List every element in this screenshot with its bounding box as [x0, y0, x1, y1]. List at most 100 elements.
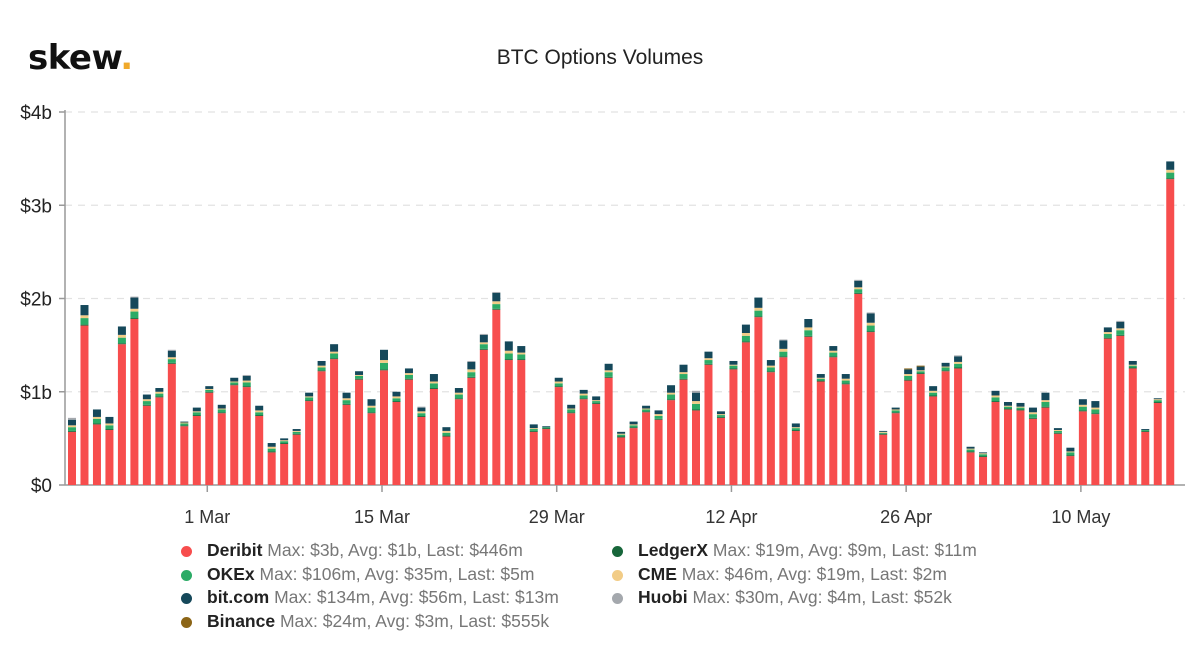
bar-segment-cme [1041, 400, 1050, 403]
bar-segment-deribit [929, 396, 938, 485]
bar-segment-bitcom [879, 430, 888, 432]
legend-marker-icon [612, 546, 623, 557]
legend-series-stats: Max: $30m, Avg: $4m, Last: $52k [687, 587, 952, 607]
bar-segment-bitcom [267, 443, 276, 447]
bar-segment-cme [492, 301, 501, 305]
bar-segment-bitcom [804, 319, 813, 328]
bar-segment-bitcom [629, 421, 638, 425]
legend-item-cme[interactable]: CME Max: $46m, Avg: $19m, Last: $2m [612, 563, 977, 587]
bar-segment-okex [492, 304, 501, 309]
bar-segment-cme [1078, 404, 1087, 407]
bar-segment-deribit [429, 388, 438, 485]
bar-segment-okex [1028, 414, 1037, 418]
legend-column-2: LedgerX Max: $19m, Avg: $9m, Last: $11m C… [612, 539, 977, 610]
bar-segment-okex [205, 389, 214, 392]
bar-segment-cme [230, 381, 239, 383]
bar-segment-bitcom [1004, 402, 1012, 406]
legend-item-deribit[interactable]: Deribit Max: $3b, Avg: $1b, Last: $446m [181, 539, 559, 563]
bar-segment-deribit [504, 360, 513, 485]
bar-segment-bitcom [429, 374, 438, 382]
bar-segment-okex [317, 367, 326, 371]
legend-item-binance[interactable]: Binance Max: $24m, Avg: $3m, Last: $555k [181, 610, 559, 634]
bar-segment-ledgerx [716, 416, 725, 418]
bar-segment-deribit [1028, 418, 1037, 485]
bar-segment-bitcom [517, 346, 526, 353]
bar-segment-bitcom [979, 452, 988, 454]
bar-segment-cme [816, 377, 825, 379]
bar-segment-okex [979, 454, 988, 457]
bar-segment-okex [1078, 406, 1087, 411]
bar-segment-huobi [492, 291, 501, 293]
bar-segment-bitcom [529, 424, 538, 429]
chart-title: BTC Options Volumes [496, 46, 704, 69]
bar-segment-bitcom [180, 421, 189, 423]
bar-segment-okex [954, 363, 963, 368]
bar-segment-deribit [692, 410, 700, 485]
bar-segment-deribit [941, 371, 950, 485]
legend-marker-icon [612, 593, 623, 604]
legend-series-stats: Max: $3b, Avg: $1b, Last: $446m [262, 540, 523, 560]
legend-series-name: OKEx [207, 563, 255, 584]
bar-segment-cme [504, 350, 513, 354]
bar-segment-cme [392, 396, 401, 399]
legend-item-okex[interactable]: OKEx Max: $106m, Avg: $35m, Last: $5m [181, 563, 559, 587]
bar-segment-deribit [916, 374, 925, 485]
bar-segment-deribit [679, 379, 688, 485]
bar-segment-bitcom [192, 407, 201, 412]
bar-segment-bitcom [567, 404, 576, 409]
legend-item-huobi[interactable]: Huobi Max: $30m, Avg: $4m, Last: $52k [612, 586, 977, 610]
bar-segment-cme [1004, 405, 1012, 407]
bar-segment-cme [267, 446, 276, 449]
bar-segment-deribit [841, 384, 850, 485]
bar-segment-ledgerx [979, 456, 988, 458]
bar-segment-deribit [305, 401, 314, 485]
bar-segment-cme [479, 342, 488, 345]
bar-segment-cme [1128, 364, 1137, 366]
bar-segment-cme [741, 333, 750, 336]
bar-segment-cme [355, 374, 364, 376]
bar-segment-cme [1153, 399, 1162, 401]
bar-segment-deribit [766, 372, 775, 485]
bar-segment-okex [1041, 402, 1050, 407]
bar-segment-bitcom [330, 344, 339, 352]
bar-segment-ledgerx [1041, 406, 1050, 408]
bar-segment-deribit [891, 413, 900, 485]
bar-segment-cme [854, 287, 863, 290]
bar-segment-deribit [642, 412, 651, 485]
bar-segment-okex [429, 383, 438, 389]
y-tick-label: $4b [20, 103, 52, 124]
legend-item-bitcom[interactable]: bit.com Max: $134m, Avg: $56m, Last: $13… [181, 586, 559, 610]
bar-segment-deribit [1166, 179, 1175, 485]
bar-segment-ledgerx [629, 427, 638, 429]
bar-segment-okex [991, 397, 1000, 402]
bar-segment-deribit [866, 332, 875, 485]
bar-segment-okex [617, 434, 626, 437]
legend-item-ledgerx[interactable]: LedgerX Max: $19m, Avg: $9m, Last: $11m [612, 539, 977, 563]
bar-segment-ledgerx [954, 367, 963, 369]
legend-marker-icon [181, 569, 192, 581]
bar-segment-bitcom [542, 426, 551, 428]
bar-segment-cme [966, 448, 975, 450]
bar-segment-deribit [879, 434, 888, 485]
bar-segment-deribit [492, 309, 501, 485]
bar-segment-cme [92, 416, 101, 419]
x-tick-label: 15 Mar [354, 507, 410, 527]
bar-segment-okex [791, 428, 800, 430]
bar-segment-cme [255, 410, 264, 413]
bar-segment-deribit [1128, 368, 1137, 485]
bar-segment-ledgerx [891, 412, 900, 414]
bar-segment-bitcom [1153, 398, 1162, 400]
bar-segment-deribit [617, 437, 626, 485]
legend-series-stats: Max: $46m, Avg: $19m, Last: $2m [676, 563, 947, 584]
bar-segment-bitcom [866, 313, 875, 323]
bar-segment-ledgerx [380, 369, 388, 371]
bar-segment-okex [230, 382, 239, 385]
bar-segment-okex [142, 401, 151, 405]
bar-segment-deribit [267, 452, 276, 485]
bar-segment-bitcom [1116, 321, 1125, 329]
bar-segment-bitcom [68, 419, 76, 426]
bar-segment-deribit [442, 436, 451, 485]
bar-segment-cme [617, 433, 626, 435]
bar-segment-deribit [167, 363, 176, 485]
bar-segment-cme [592, 400, 601, 402]
